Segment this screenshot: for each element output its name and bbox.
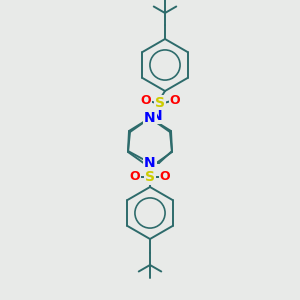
Text: N: N: [144, 156, 156, 170]
Text: O: O: [170, 94, 180, 107]
Text: N: N: [151, 109, 163, 123]
Text: S: S: [155, 96, 165, 110]
Text: S: S: [145, 170, 155, 184]
Text: O: O: [130, 170, 140, 184]
Text: N: N: [144, 111, 156, 125]
Text: O: O: [141, 94, 151, 107]
Text: O: O: [160, 170, 170, 184]
